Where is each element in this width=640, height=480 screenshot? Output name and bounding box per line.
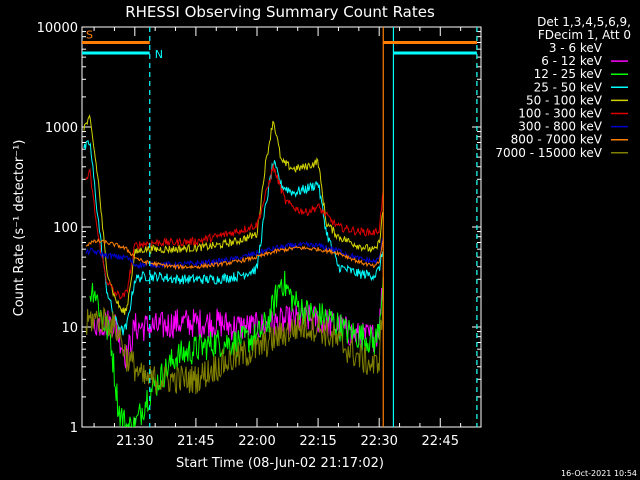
x-tick-label: 21:45: [177, 434, 214, 449]
series-line-4: [83, 114, 384, 315]
y-tick-label: 1000: [45, 121, 78, 136]
y-tick-label: 100: [53, 221, 78, 236]
legend-label: 800 - 7000 keV: [511, 133, 603, 147]
plot-area: 1 10 100 1000 10000 21:30 21:45 22:00 22:15 22:30…: [37, 21, 482, 449]
x-tick-label: 22:00: [238, 434, 275, 449]
x-tick-label: 22:45: [422, 434, 459, 449]
timestamp: 16-Oct-2021 10:54: [561, 469, 637, 478]
legend-label: 6 - 12 keV: [541, 54, 603, 68]
x-axis-title: Start Time (08-Jun-02 21:17:02): [176, 456, 384, 471]
legend-label: 7000 - 15000 keV: [495, 146, 602, 160]
legend-label: 25 - 50 keV: [534, 80, 603, 94]
legend-header-line-1: Det 1,3,4,5,6,9,: [537, 15, 631, 29]
y-tick-label: 10000: [37, 21, 78, 36]
y-axis-title: Count Rate (s⁻¹ detector⁻¹): [12, 140, 27, 317]
flag-label: N: [155, 48, 163, 61]
legend-header-line-2: FDecim 1, Att 0: [538, 28, 631, 42]
legend-label: 12 - 25 keV: [534, 67, 603, 81]
flag-label: S: [86, 28, 93, 41]
legend-label: 300 - 800 keV: [518, 120, 602, 134]
y-tick-label: 10: [61, 321, 78, 336]
y-tick-label: 1: [70, 421, 78, 436]
x-tick-label: 22:15: [299, 434, 336, 449]
chart-title: RHESSI Observing Summary Count Rates: [125, 3, 435, 21]
series-line-5: [85, 164, 384, 300]
legend: Det 1,3,4,5,6,9, FDecim 1, Att 0 3 - 6 k…: [495, 15, 631, 160]
legend-label: 50 - 100 keV: [526, 93, 603, 107]
series-line-8: [85, 288, 384, 395]
x-tick-label: 22:30: [360, 434, 397, 449]
series-line-7: [85, 238, 384, 271]
series-line-6: [85, 237, 384, 270]
x-tick-label: 21:30: [116, 434, 153, 449]
legend-label: 3 - 6 keV: [549, 41, 603, 55]
legend-label: 100 - 300 keV: [518, 107, 602, 121]
